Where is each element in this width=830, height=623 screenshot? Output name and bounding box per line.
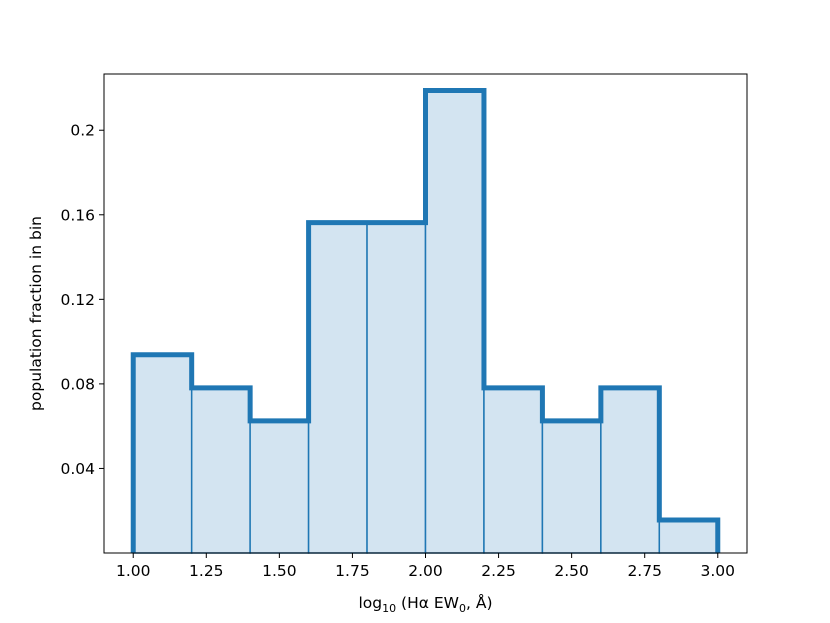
x-axis-label-prefix: log bbox=[358, 594, 382, 612]
x-tick-label: 2.25 bbox=[481, 562, 516, 580]
histogram-bar-2 bbox=[190, 387, 251, 554]
x-tick-label: 1.75 bbox=[335, 562, 370, 580]
x-axis-label: log10 (Hα EW0, Å) bbox=[358, 593, 492, 615]
y-tick-label: 0.08 bbox=[60, 375, 95, 393]
histogram-bar-7 bbox=[483, 387, 544, 554]
y-tick-label: 0.12 bbox=[60, 291, 95, 309]
y-axis-ticks: 0.04 0.08 0.12 0.16 0.2 bbox=[60, 122, 104, 478]
y-axis-label: population fraction in bin bbox=[27, 216, 45, 411]
y-tick-label: 0.16 bbox=[60, 206, 95, 224]
histogram-bar-9 bbox=[600, 387, 661, 554]
x-tick-label: 2.00 bbox=[408, 562, 443, 580]
histogram-step-outline bbox=[130, 87, 721, 553]
x-tick-label: 1.00 bbox=[116, 562, 151, 580]
x-axis-label-prefix-subscript: 10 bbox=[382, 602, 396, 615]
x-tick-label: 2.50 bbox=[554, 562, 589, 580]
histogram-bar-5 bbox=[366, 221, 427, 554]
histogram-bar-3 bbox=[249, 420, 310, 554]
x-axis-ticks: 1.00 1.25 1.50 1.75 2.00 2.25 2.50 2.75 3.00 bbox=[116, 553, 735, 580]
histogram-bar-6 bbox=[424, 89, 485, 554]
histogram-bar-8 bbox=[541, 420, 602, 554]
histogram-bar-4 bbox=[307, 221, 368, 554]
x-tick-label: 2.75 bbox=[627, 562, 662, 580]
x-axis-label-suffix: , Å) bbox=[466, 593, 493, 612]
histogram-bars bbox=[132, 89, 719, 554]
x-axis-label-middle-subscript: 0 bbox=[459, 602, 466, 615]
x-tick-label: 3.00 bbox=[701, 562, 736, 580]
histogram-bar-10 bbox=[658, 519, 719, 554]
histogram-bar-1 bbox=[132, 353, 193, 554]
x-tick-label: 1.25 bbox=[189, 562, 224, 580]
y-tick-label: 0.04 bbox=[60, 460, 95, 478]
y-tick-label: 0.2 bbox=[70, 122, 95, 140]
x-tick-label: 1.50 bbox=[262, 562, 297, 580]
x-axis-label-middle: (Hα EW bbox=[396, 594, 459, 612]
histogram-outline bbox=[130, 87, 721, 553]
